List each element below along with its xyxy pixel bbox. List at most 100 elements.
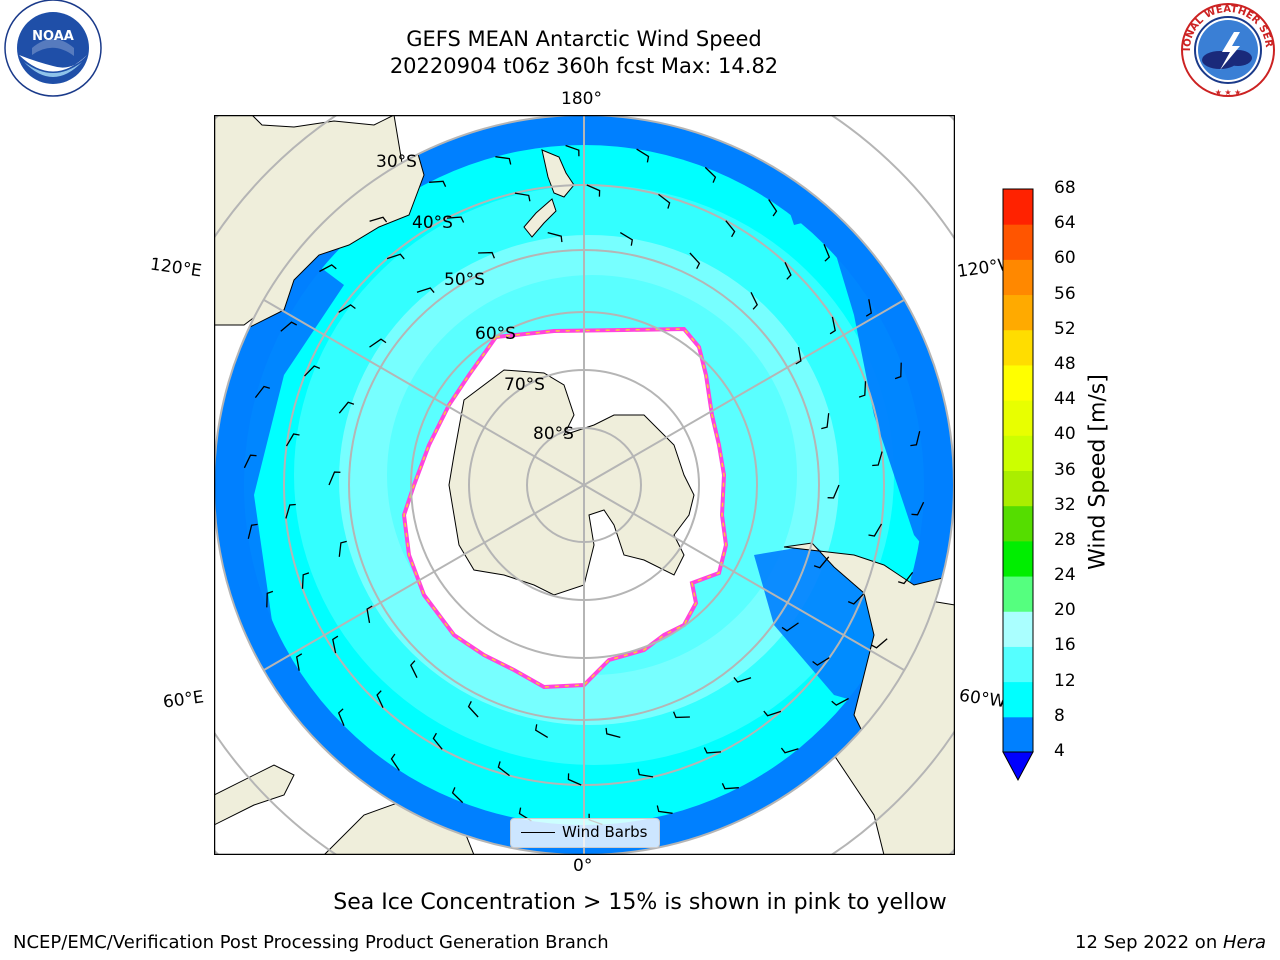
colorbar-segment xyxy=(1003,435,1033,471)
colorbar-segment xyxy=(1003,470,1033,507)
wind-barb xyxy=(586,184,601,197)
colorbar-tick-label: 44 xyxy=(1054,389,1076,410)
wind-barb xyxy=(894,362,902,380)
wind-barb xyxy=(338,540,347,557)
wind-barb xyxy=(703,747,722,754)
map-legend: Wind Barbs xyxy=(510,818,660,848)
wind-barb xyxy=(725,220,736,238)
colorbar-tick-label: 48 xyxy=(1054,353,1076,374)
wind-barb xyxy=(285,503,296,519)
wind-barb xyxy=(497,761,510,777)
wind-barb xyxy=(254,385,270,398)
colorbar-tick-label: 4 xyxy=(1054,741,1065,761)
colorbar-segment xyxy=(1003,576,1033,612)
colorbar-tick-label: 60 xyxy=(1054,248,1076,269)
colorbar-tick-label: 36 xyxy=(1054,459,1076,480)
wind-barb xyxy=(247,523,258,539)
wind-barb xyxy=(376,690,384,708)
wind-barb xyxy=(369,338,387,348)
wind-barb xyxy=(432,732,443,750)
lat-label-60s: 60°S xyxy=(475,324,516,344)
wind-barb xyxy=(637,768,654,778)
sea-ice-caption: Sea Ice Concentration > 15% is shown in … xyxy=(333,890,947,915)
wind-barb xyxy=(328,471,341,486)
lat-label-30s: 30°S xyxy=(376,152,417,172)
wind-barb xyxy=(689,252,701,269)
wind-barb xyxy=(605,727,621,739)
wind-barb xyxy=(410,660,418,678)
colorbar-segment xyxy=(1003,400,1033,436)
wind-barb xyxy=(366,605,373,624)
wind-barbs xyxy=(243,144,925,826)
wind-barb xyxy=(304,365,321,377)
wind-barb xyxy=(872,451,883,467)
wind-barb xyxy=(619,232,634,246)
footer-credit: NCEP/EMC/Verification Post Processing Pr… xyxy=(13,932,609,953)
wind-barb xyxy=(567,773,582,786)
lon-label-0: 0° xyxy=(573,856,593,876)
colorbar-tick-label: 68 xyxy=(1054,178,1076,198)
wind-barb xyxy=(636,148,650,163)
wind-barb xyxy=(704,166,717,183)
wind-barb xyxy=(827,484,840,499)
wind-barb xyxy=(763,710,782,717)
wind-barb xyxy=(429,180,447,187)
lat-label-40s: 40°S xyxy=(412,213,453,233)
wind-barb xyxy=(658,193,671,209)
wind-barb xyxy=(672,711,690,719)
wind-barb xyxy=(390,753,400,771)
wind-barb xyxy=(280,321,298,332)
wind-barb xyxy=(750,292,758,310)
wind-barb xyxy=(911,501,925,516)
wind-barb xyxy=(301,572,310,589)
wind-barb xyxy=(795,346,802,365)
wind-barb xyxy=(369,216,388,223)
wind-barb xyxy=(534,724,549,738)
colorbar-tick-label: 40 xyxy=(1054,424,1076,445)
wind-barb xyxy=(514,192,531,202)
wind-barb xyxy=(495,156,512,165)
antarctica xyxy=(448,369,695,596)
colorbar-segment xyxy=(1003,646,1033,683)
wind-barb xyxy=(386,253,405,260)
wind-barb xyxy=(285,433,300,447)
colorbar-segment xyxy=(1003,189,1033,225)
lat-label-50s: 50°S xyxy=(444,270,485,290)
wind-barb xyxy=(831,697,849,706)
wind-barb xyxy=(319,264,337,273)
new-zealand-south xyxy=(523,198,557,238)
antarctic-wind-map xyxy=(214,115,955,855)
colorbar-tick-label: 8 xyxy=(1054,705,1065,726)
colorbar-tick-label: 28 xyxy=(1054,529,1076,550)
colorbar-tick-label: 16 xyxy=(1054,635,1076,656)
wind-barb xyxy=(721,783,739,790)
noaa-logo: NOAA xyxy=(4,0,102,97)
wind-barb xyxy=(821,413,830,430)
wind-barb xyxy=(823,243,831,262)
colorbar-segment xyxy=(1003,611,1033,647)
sea-ice-edge-yellow xyxy=(403,328,727,688)
wind-barb xyxy=(338,304,356,313)
wind-barb xyxy=(813,556,830,569)
lat-label-80s: 80°S xyxy=(533,424,574,444)
nws-logo: NATIONAL WEATHER SERVICE ★ ★ ★ xyxy=(1178,2,1275,97)
colorbar-under-arrow xyxy=(1002,751,1034,782)
footer-date: 12 Sep 2022 on Hera xyxy=(1075,932,1266,953)
colorbar-tick-label: 56 xyxy=(1054,283,1076,304)
wind-barb xyxy=(829,316,836,335)
colorbar-segment xyxy=(1003,259,1033,296)
wind-barb xyxy=(295,653,303,671)
wind-barb xyxy=(870,638,888,649)
colorbar-title: Wind Speed [m/s] xyxy=(1085,374,1111,570)
map-subtitle: 20220904 t06z 360h fcst Max: 14.82 xyxy=(389,54,779,78)
noaa-logo-text: NOAA xyxy=(32,29,74,44)
footer-date-text: 12 Sep 2022 on xyxy=(1075,932,1223,953)
map-frame xyxy=(214,115,955,855)
wind-barb xyxy=(781,622,799,632)
wind-barb xyxy=(812,657,830,666)
colorbar-tick-label: 20 xyxy=(1054,600,1076,621)
wind-barb xyxy=(768,199,778,217)
wind-barb xyxy=(910,431,921,447)
wind-barb xyxy=(478,251,496,259)
footer-host: Hera xyxy=(1222,932,1266,953)
